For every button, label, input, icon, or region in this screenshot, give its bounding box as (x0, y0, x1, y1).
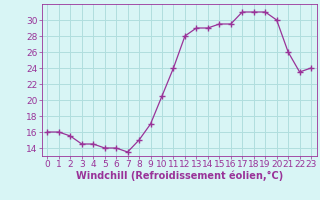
X-axis label: Windchill (Refroidissement éolien,°C): Windchill (Refroidissement éolien,°C) (76, 171, 283, 181)
